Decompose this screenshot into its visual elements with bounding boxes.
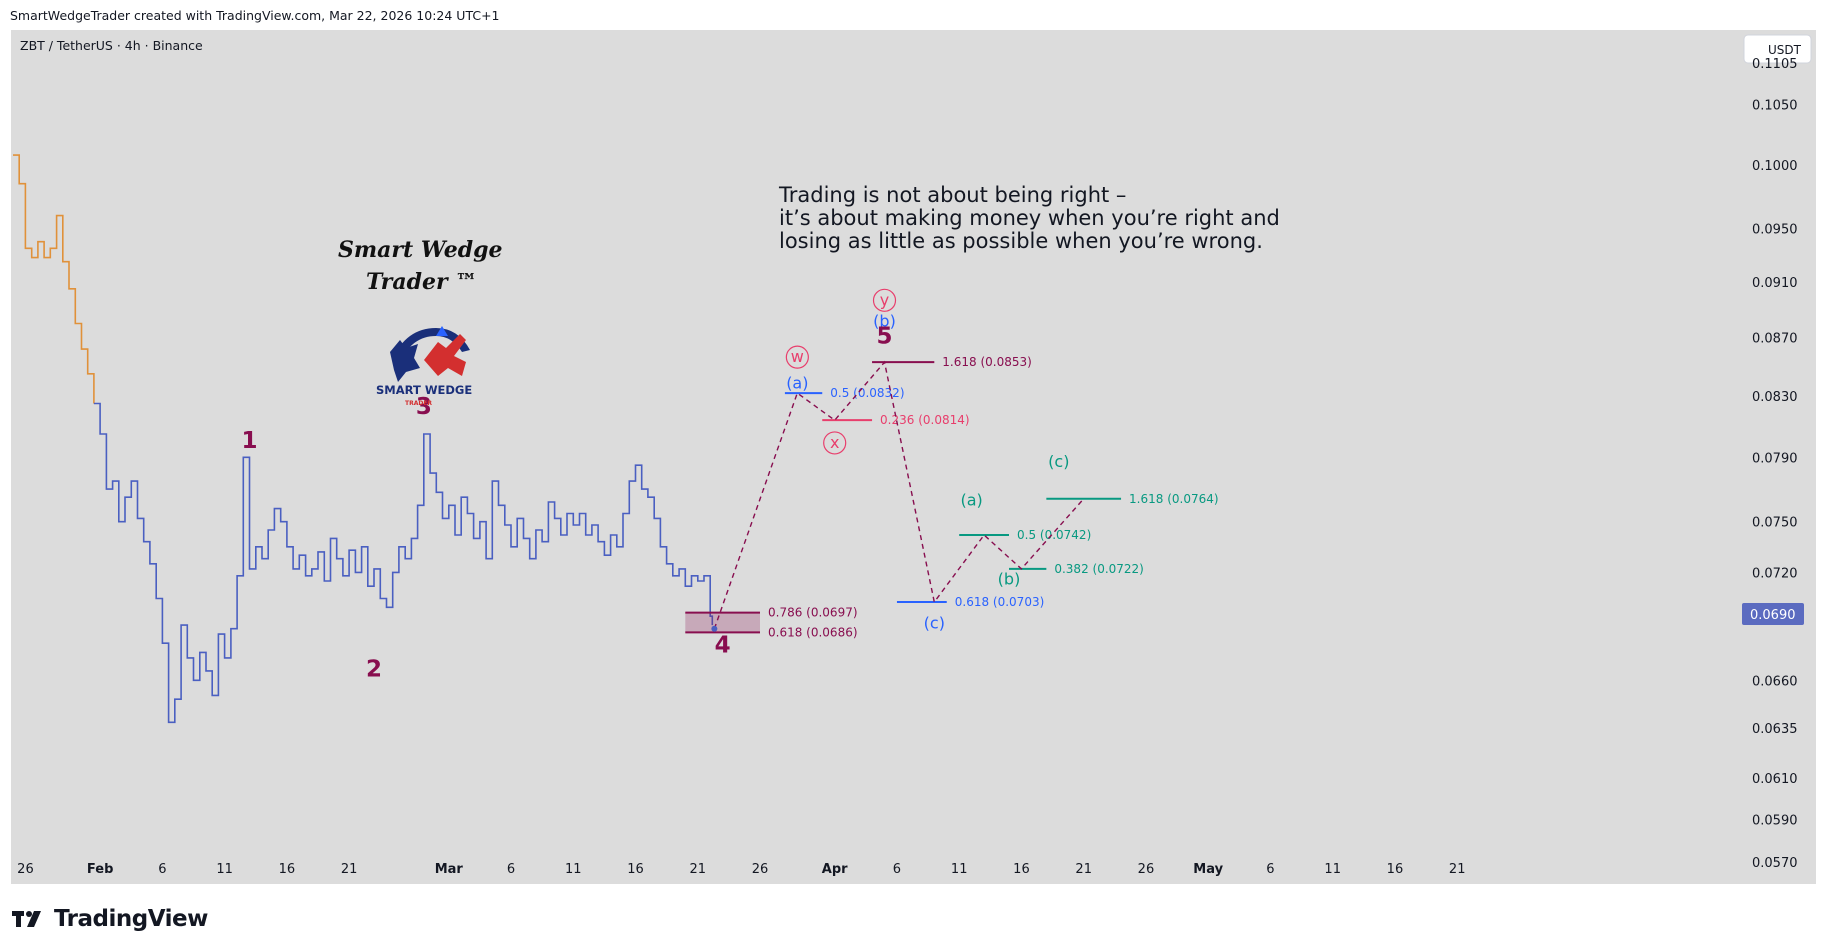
y-tick-label: 0.0720 xyxy=(1752,566,1798,581)
x-tick-label: 6 xyxy=(893,862,901,877)
primary-wave-label: 3 xyxy=(416,394,432,420)
wave-labels: 1 2 3 4 5 w x y (b) (a) (c) (a) (b) (c) xyxy=(242,288,1069,683)
fib-level-label: 1.618 (0.0853) xyxy=(942,355,1032,369)
x-tick-label: 21 xyxy=(1075,862,1092,877)
tradingview-wordmark: TradingView xyxy=(54,906,208,932)
x-tick-label: 6 xyxy=(158,862,166,877)
x-tick-label: 16 xyxy=(1387,862,1404,877)
svg-text:TRADER: TRADER xyxy=(405,400,432,407)
symbol-info: ZBT / TetherUS · 4h · Binance xyxy=(20,38,203,53)
x-tick-label: 16 xyxy=(1013,862,1030,877)
fib-levels: 1.618 (0.0853) 0.5 (0.0832) 0.236 (0.0814)… xyxy=(685,355,1219,639)
y-tick-label: 0.0950 xyxy=(1752,223,1798,238)
tradingview-logo[interactable]: TradingView xyxy=(12,906,208,932)
sub-wave-circle xyxy=(823,431,847,455)
projection-line xyxy=(713,360,1085,629)
attribution-header: SmartWedgeTrader created with TradingVie… xyxy=(10,8,500,23)
sub-wave-circle xyxy=(785,345,809,369)
sub-wave-label: (c) xyxy=(1048,452,1069,471)
svg-text:USDT: USDT xyxy=(1768,43,1802,57)
wave4-target-zone xyxy=(685,612,760,633)
price-line-early xyxy=(13,154,95,404)
x-tick-label: 21 xyxy=(689,862,706,877)
x-tick-label: 26 xyxy=(1138,862,1155,877)
y-tick-label: 0.0910 xyxy=(1752,276,1798,291)
y-tick-label: 0.0750 xyxy=(1752,516,1798,531)
sub-wave-label: (c) xyxy=(924,614,945,633)
x-tick-label: 21 xyxy=(1449,862,1466,877)
fib-level-label: 0.382 (0.0722) xyxy=(1054,562,1144,576)
quote-line-1: Trading is not about being right – xyxy=(778,183,1126,207)
bull-bear-logo-icon: SMART WEDGE TRADER xyxy=(376,326,472,407)
y-tick-label: 0.0610 xyxy=(1752,772,1798,787)
x-tick-label: 6 xyxy=(507,862,515,877)
svg-text:0.0690: 0.0690 xyxy=(1750,608,1796,623)
primary-wave-label: 1 xyxy=(242,428,258,454)
price-line-recent xyxy=(93,402,714,724)
projection-start-dot xyxy=(711,625,718,632)
sub-wave-label: y xyxy=(880,290,889,309)
sub-wave-label: (a) xyxy=(786,374,808,393)
y-tick-label: 0.0570 xyxy=(1752,856,1798,871)
x-tick-label: Mar xyxy=(435,862,464,877)
x-axis[interactable]: 26 Feb 6 11 16 21 Mar 6 11 16 21 26 Apr 6 11 16 21 26 May 6… xyxy=(17,862,1465,877)
x-tick-label: Apr xyxy=(822,862,848,877)
svg-text:SMART WEDGE: SMART WEDGE xyxy=(376,383,472,397)
fib-level-label: 0.5 (0.0742) xyxy=(1017,528,1091,542)
y-tick-label: 0.0790 xyxy=(1752,451,1798,466)
sub-wave-label: (b) xyxy=(998,569,1021,588)
sub-wave-label: x xyxy=(830,433,839,452)
brand-script-line-2: Trader ™ xyxy=(366,269,477,295)
y-tick-label: 0.1000 xyxy=(1752,159,1798,174)
x-tick-label: 11 xyxy=(216,862,233,877)
brand-script-line-1: Smart Wedge xyxy=(338,237,503,263)
x-tick-label: 11 xyxy=(1324,862,1341,877)
primary-wave-label: 5 xyxy=(876,323,892,349)
x-tick-label: 26 xyxy=(752,862,769,877)
y-tick-label: 0.0635 xyxy=(1752,722,1798,737)
y-tick-partial: 0.1105 xyxy=(1752,57,1798,72)
sub-wave-label: w xyxy=(791,347,804,366)
y-axis[interactable]: 0.1050 0.1000 0.0950 0.0910 0.0870 0.0830 0.07… xyxy=(1752,98,1798,871)
x-tick-label: Feb xyxy=(87,862,113,877)
y-tick-label: 0.0590 xyxy=(1752,813,1798,828)
primary-wave-label: 4 xyxy=(715,632,731,658)
quote-line-2: it’s about making money when you’re righ… xyxy=(779,206,1280,230)
y-tick-label: 0.0870 xyxy=(1752,332,1798,347)
x-tick-label: 26 xyxy=(17,862,34,877)
brand-watermark: Smart Wedge Trader ™ SMART WEDGE TRADER xyxy=(338,237,503,407)
fib-level-label: 0.786 (0.0697) xyxy=(768,606,858,620)
primary-wave-label: 2 xyxy=(366,657,382,683)
x-tick-label: 16 xyxy=(279,862,296,877)
x-tick-label: 6 xyxy=(1266,862,1274,877)
x-tick-label: 11 xyxy=(951,862,968,877)
x-tick-label: 21 xyxy=(341,862,358,877)
quote-line-3: losing as little as possible when you’re… xyxy=(779,229,1263,253)
x-tick-label: 16 xyxy=(627,862,644,877)
fib-level-label: 0.618 (0.0703) xyxy=(955,595,1045,609)
sub-wave-circle xyxy=(872,288,897,312)
x-tick-label: 11 xyxy=(565,862,582,877)
fib-level-label: 1.618 (0.0764) xyxy=(1129,492,1219,506)
currency-button[interactable]: USDT xyxy=(1743,34,1812,64)
fib-level-label: 0.618 (0.0686) xyxy=(768,625,858,639)
tradingview-logo-icon xyxy=(12,911,41,927)
fib-level-label: 0.236 (0.0814) xyxy=(880,413,970,427)
quote-block: Trading is not about being right – it’s … xyxy=(778,183,1280,253)
projection-path xyxy=(711,360,1085,632)
y-tick-label: 0.1050 xyxy=(1752,98,1798,113)
y-tick-label: 0.0660 xyxy=(1752,674,1798,689)
y-tick-label: 0.0830 xyxy=(1752,390,1798,405)
sub-wave-label: (b) xyxy=(873,311,896,330)
current-price-badge: 0.0690 xyxy=(1742,603,1804,625)
chart-background xyxy=(11,30,1816,884)
sub-wave-label: (a) xyxy=(961,490,983,509)
x-tick-label: May xyxy=(1193,862,1223,877)
fib-level-label: 0.5 (0.0832) xyxy=(830,386,904,400)
price-series xyxy=(13,154,714,724)
